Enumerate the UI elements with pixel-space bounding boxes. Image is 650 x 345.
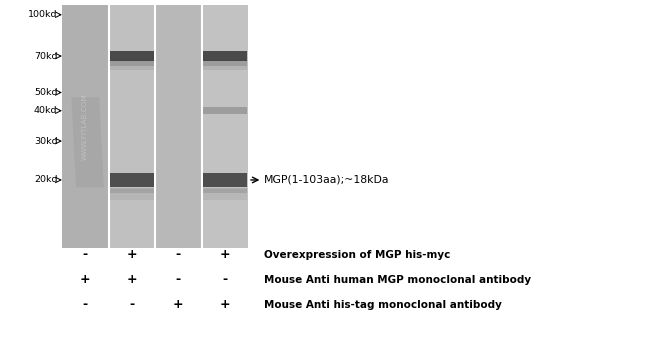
Bar [203,51,246,61]
Text: 100kd: 100kd [28,10,57,19]
Text: -: - [176,273,181,286]
Text: +: + [173,298,183,311]
Bar [110,51,153,61]
Bar [110,173,153,187]
Text: -: - [83,298,88,311]
Text: 30kd: 30kd [34,137,57,146]
Bar [202,5,248,248]
Text: +: + [127,273,137,286]
Text: MGP(1-103aa);~18kDa: MGP(1-103aa);~18kDa [265,175,390,185]
Text: 20kd: 20kd [34,176,57,185]
Bar [110,189,153,200]
Text: Overexpression of MGP his-myc: Overexpression of MGP his-myc [265,250,450,260]
Bar [203,188,246,193]
Bar [203,60,246,66]
Text: -: - [222,273,227,286]
Text: -: - [129,298,135,311]
Bar [155,5,202,248]
Bar [203,189,246,200]
Text: -: - [176,248,181,262]
Bar [203,107,246,114]
Bar [110,59,153,70]
Text: Mouse Anti his-tag monoclonal antibody: Mouse Anti his-tag monoclonal antibody [265,299,502,309]
Text: +: + [80,273,90,286]
Bar [203,59,246,70]
Text: +: + [220,298,230,311]
Text: -: - [83,248,88,262]
Bar [109,5,155,248]
Text: 40kd: 40kd [34,106,57,115]
Bar [62,5,109,248]
Text: WWW.FITLAB.COM: WWW.FITLAB.COM [81,93,87,160]
Text: +: + [220,248,230,262]
Text: Mouse Anti human MGP monoclonal antibody: Mouse Anti human MGP monoclonal antibody [265,275,532,285]
Text: +: + [127,248,137,262]
Bar [203,173,246,187]
Text: 50kd: 50kd [34,88,57,97]
Bar [110,188,153,193]
Text: 70kd: 70kd [34,51,57,60]
Polygon shape [72,97,104,187]
Bar [110,60,153,66]
